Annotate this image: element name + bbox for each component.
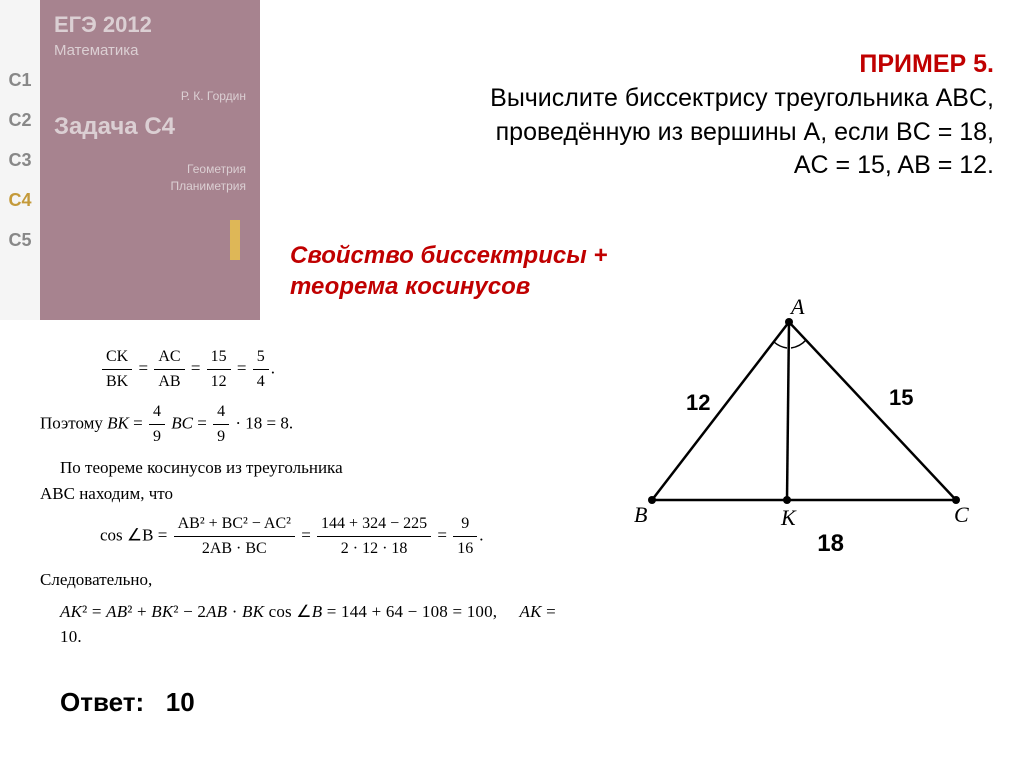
answer-block: Ответ: 10 (60, 687, 195, 718)
hint-block: Свойство биссектрисы + теорема косинусов (290, 240, 607, 302)
book-topic2: Планиметрия (54, 178, 246, 195)
example-number: ПРИМЕР 5. (859, 50, 994, 78)
ak-calc: AK² = AB² + BK² − 2AB · BK cos ∠B = 144 … (60, 599, 580, 650)
sidebar-item-c3: C3 (0, 140, 40, 180)
eq-ratio: CKBK = ACAB = 1512 = 54. (100, 345, 580, 394)
answer-value: 10 (166, 687, 195, 717)
sidebar: C1 C2 C3 C4 C5 (0, 0, 40, 320)
angle-arc-right (791, 340, 806, 348)
book-subtitle: Математика (54, 42, 246, 59)
vertex-k-dot (783, 496, 791, 504)
book-author: Р. К. Гордин (54, 89, 246, 103)
label-b: B (634, 502, 647, 527)
book-task: Задача С4 (54, 113, 246, 141)
sidebar-item-c5: C5 (0, 220, 40, 260)
book-topic1: Геометрия (54, 161, 246, 178)
book-cover: ЕГЭ 2012 Математика Р. К. Гордин Задача … (40, 0, 260, 320)
problem-statement: ПРИМЕР 5. Вычислите биссектрису треуголь… (300, 48, 994, 183)
side-ab: 12 (686, 390, 710, 415)
side-bc: 18 (817, 530, 844, 558)
sidebar-item-c2: C2 (0, 100, 40, 140)
label-c: C (954, 502, 969, 527)
solution-block: CKBK = ACAB = 1512 = 54. Поэтому BK = 49… (40, 345, 580, 656)
label-a: A (789, 294, 805, 319)
problem-line2: проведённую из вершины A, если BC = 18, (496, 118, 994, 146)
cos-theorem-intro: По теореме косинусов из треугольника ABC… (40, 455, 580, 506)
bk-calc: Поэтому BK = 49 BC = 49 · 18 = 8. (40, 400, 580, 449)
book-title: ЕГЭ 2012 (54, 12, 246, 38)
hint-line1: Свойство биссектрисы + (290, 242, 607, 269)
answer-label: Ответ: (60, 687, 144, 717)
vertex-b-dot (648, 496, 656, 504)
hint-line2: теорема косинусов (290, 273, 530, 300)
sidebar-item-c1: C1 (0, 60, 40, 100)
bisector (787, 322, 789, 500)
cos-calc: cos ∠B = AB² + BC² − AC²2AB · BC = 144 +… (100, 512, 580, 561)
vertex-a-dot (785, 318, 793, 326)
problem-line3: AC = 15, AB = 12. (794, 151, 994, 179)
side-ac: 15 (889, 385, 913, 410)
book-accent-bar (230, 220, 240, 260)
therefore: Следовательно, (40, 567, 580, 593)
label-k: K (780, 505, 797, 530)
sidebar-item-c4: C4 (0, 180, 40, 220)
problem-line1: Вычислите биссектрису треугольника ABC, (490, 84, 994, 112)
triangle-figure: A B C K 12 15 (634, 290, 974, 550)
angle-arc-left (774, 342, 787, 348)
